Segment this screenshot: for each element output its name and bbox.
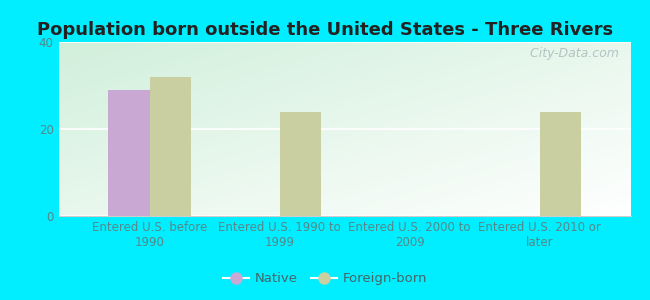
Text: City-Data.com: City-Data.com (522, 47, 619, 60)
Bar (150, 77, 191, 216)
Bar (108, 90, 150, 216)
Legend: Native, Foreign-born: Native, Foreign-born (218, 267, 432, 290)
Bar (280, 112, 321, 216)
Bar (540, 112, 581, 216)
Text: Population born outside the United States - Three Rivers: Population born outside the United State… (37, 21, 613, 39)
